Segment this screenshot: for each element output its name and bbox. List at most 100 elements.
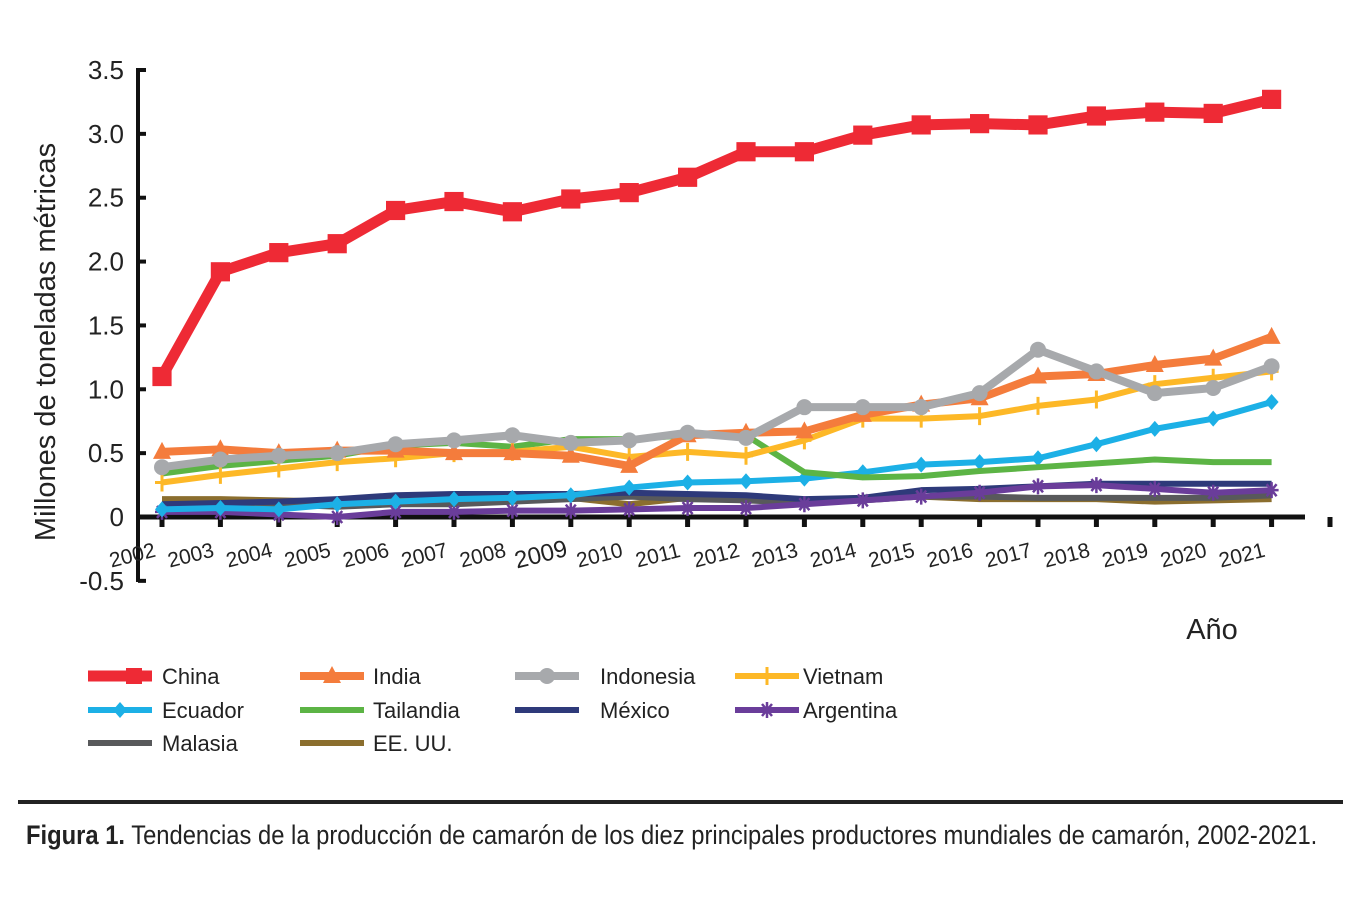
x-tick-label: 2005	[282, 539, 333, 573]
x-tick-label: 2015	[866, 539, 917, 573]
caption-label: Figura 1.	[26, 820, 126, 850]
x-tick-label: 2016	[925, 539, 976, 573]
y-tick-label: 1.5	[88, 310, 124, 340]
y-tick-label: -0.5	[79, 566, 124, 596]
marker-plus	[1031, 396, 1045, 415]
marker-diamond	[1147, 420, 1162, 437]
marker-star	[760, 702, 774, 718]
y-tick-label: 3.5	[88, 55, 124, 85]
legend-label: Tailandia	[373, 698, 461, 723]
marker-star	[972, 484, 987, 501]
marker-square	[970, 114, 990, 134]
marker-triangle	[795, 421, 814, 439]
x-tick-label: 2003	[165, 539, 216, 573]
x-tick-label: 2006	[341, 539, 392, 573]
marker-diamond	[563, 487, 578, 504]
marker-square	[1145, 102, 1165, 122]
marker-star	[1089, 477, 1104, 494]
marker-circle	[212, 451, 229, 468]
marker-star	[447, 503, 461, 520]
marker-plus	[739, 446, 753, 465]
marker-circle	[1088, 363, 1105, 380]
x-tick-label: 2014	[808, 539, 859, 573]
marker-square	[619, 183, 639, 203]
marker-triangle	[153, 441, 171, 459]
marker-circle	[1205, 380, 1222, 397]
marker-square	[911, 115, 931, 135]
y-tick-label: 1.0	[88, 374, 124, 404]
x-tick-label: 2021	[1217, 539, 1268, 573]
marker-circle	[854, 399, 871, 416]
x-tick-label: 2017	[983, 539, 1034, 573]
marker-triangle	[1029, 366, 1047, 384]
marker-circle	[913, 399, 930, 416]
marker-star	[1206, 484, 1221, 501]
legend-label: India	[373, 664, 421, 689]
y-tick-label: 2.5	[88, 183, 124, 213]
series-line-argentina	[162, 482, 1272, 520]
marker-square	[794, 142, 814, 162]
caption-text: Tendencias de la producción de camarón d…	[125, 820, 1318, 850]
y-tick-label: 0.5	[88, 438, 124, 468]
marker-circle	[1263, 358, 1280, 375]
marker-plus	[1089, 390, 1104, 409]
x-tick-label: 2019	[1100, 539, 1151, 573]
marker-star	[388, 503, 403, 520]
marker-square	[444, 191, 464, 212]
marker-square	[126, 668, 142, 684]
marker-star	[739, 500, 753, 517]
marker-square	[327, 234, 347, 254]
marker-circle	[796, 399, 813, 416]
marker-plus	[213, 465, 228, 484]
marker-star	[914, 488, 929, 505]
marker-plus	[155, 473, 169, 492]
marker-triangle	[620, 455, 639, 473]
caption-divider	[18, 800, 1343, 804]
marker-star	[1147, 480, 1162, 497]
x-tick-label: 2013	[749, 539, 800, 573]
marker-square	[269, 243, 289, 263]
marker-diamond	[330, 496, 345, 513]
marker-triangle	[503, 443, 522, 461]
marker-diamond	[113, 702, 127, 718]
marker-square	[210, 262, 230, 282]
marker-circle	[971, 385, 988, 402]
marker-star	[855, 492, 870, 509]
marker-diamond	[1089, 436, 1104, 453]
marker-square	[853, 125, 873, 145]
series-line-ecuador	[161, 399, 1273, 513]
marker-circle	[562, 434, 579, 451]
marker-square	[386, 200, 406, 221]
marker-square	[152, 366, 172, 387]
marker-circle	[387, 436, 404, 453]
marker-star	[680, 500, 695, 517]
marker-triangle	[1262, 326, 1281, 344]
legend-label: China	[162, 664, 220, 689]
marker-triangle	[323, 666, 341, 683]
marker-star	[1031, 478, 1045, 495]
marker-circle	[504, 427, 521, 444]
marker-diamond	[1031, 450, 1045, 467]
marker-circle	[270, 447, 287, 464]
marker-triangle	[1204, 348, 1223, 366]
legend-label: Ecuador	[162, 698, 244, 723]
marker-square	[736, 142, 756, 162]
marker-diamond	[388, 493, 403, 510]
marker-star	[505, 502, 520, 519]
marker-triangle	[561, 445, 580, 463]
legend-label: Argentina	[803, 698, 898, 723]
x-tick-label: 2008	[457, 539, 508, 573]
marker-triangle	[211, 439, 230, 457]
y-tick-label: 3.0	[88, 119, 124, 149]
marker-star	[1264, 482, 1279, 499]
series-line-indonesia	[161, 345, 1273, 472]
x-tick-label: 2018	[1041, 539, 1092, 573]
marker-diamond	[213, 500, 228, 517]
marker-diamond	[271, 501, 286, 518]
legend-label: Vietnam	[803, 664, 883, 689]
marker-square	[1262, 89, 1282, 109]
marker-circle	[679, 424, 696, 441]
marker-diamond	[505, 489, 520, 506]
y-tick-label: 2.0	[88, 247, 124, 277]
